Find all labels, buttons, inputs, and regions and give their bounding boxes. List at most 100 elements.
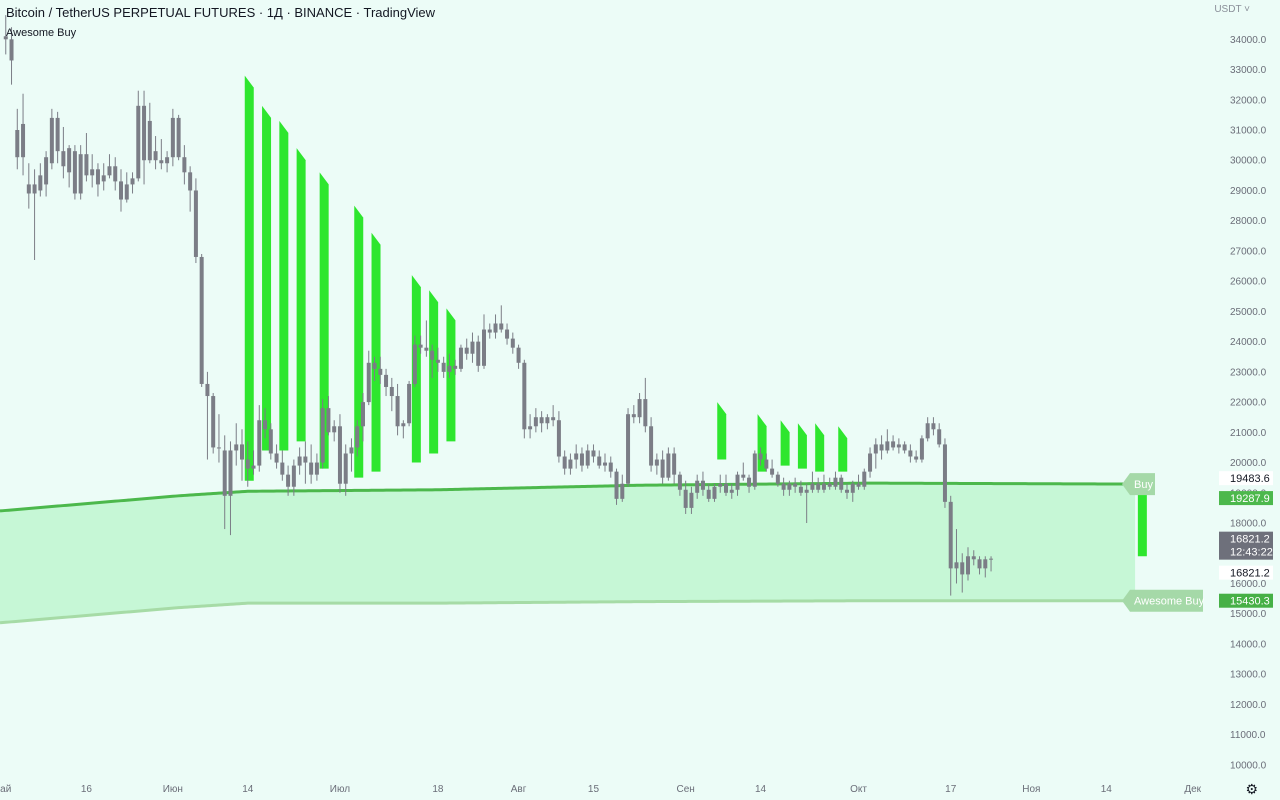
buy-level-label-bg (1219, 491, 1273, 506)
signal-bar (1137, 477, 1147, 557)
candle-body (464, 347, 469, 354)
x-tick-label: 18 (432, 784, 444, 795)
y-tick-label: 13000.0 (1230, 670, 1267, 681)
candle-body (971, 556, 976, 560)
candle-body (700, 480, 705, 490)
candle-body (914, 456, 919, 460)
candle-body (303, 456, 308, 463)
candle-body (361, 402, 365, 427)
candle-body (21, 123, 26, 158)
indicator-name[interactable]: Awesome Buy (6, 27, 77, 39)
candle-body (752, 453, 757, 487)
candle-body (216, 447, 221, 449)
candle-body (574, 453, 579, 460)
candle-body (147, 120, 152, 161)
y-tick-label: 18000.0 (1230, 519, 1267, 530)
candle-body (424, 347, 429, 351)
candle-body (78, 154, 83, 194)
candle-body (660, 459, 665, 478)
candle-body (666, 453, 671, 478)
candle-body (337, 426, 342, 484)
candle-body (856, 483, 861, 487)
x-tick-label: 17 (945, 784, 957, 795)
gear-icon[interactable]: ⚙ (1245, 781, 1258, 797)
candle-body (706, 489, 711, 499)
candle-body (26, 184, 31, 194)
candle-body (608, 462, 613, 472)
signal-bar (371, 232, 381, 472)
signal-bar (262, 105, 272, 451)
current-price-repeat: 16821.2 (1230, 568, 1270, 580)
candle-body (833, 477, 838, 487)
candle-body (683, 489, 688, 508)
currency-selector[interactable]: USDT ˅ (1214, 4, 1250, 15)
candle-body (355, 426, 360, 448)
candle-body (119, 181, 123, 200)
x-tick-label: Авг (511, 784, 527, 795)
candle-body (649, 426, 654, 466)
signal-bar (319, 172, 329, 469)
candle-body (447, 365, 452, 372)
candle-body (412, 344, 417, 384)
candle-body (326, 408, 331, 433)
x-tick-label: Июл (330, 784, 350, 795)
candle-body (113, 166, 118, 182)
candle-body (84, 154, 89, 176)
candle-body (816, 483, 821, 490)
candle-body (562, 456, 567, 469)
candle-body (741, 474, 746, 478)
candle-body (493, 323, 498, 333)
candle-body (222, 450, 227, 496)
candle-body (170, 117, 175, 158)
current-price-bg (1219, 531, 1273, 560)
candle-body (430, 350, 435, 360)
candle-body (67, 148, 72, 173)
candle-body (228, 450, 233, 496)
signal-bar (296, 148, 306, 442)
candle-body (919, 438, 924, 460)
y-tick-label: 15000.0 (1230, 609, 1267, 620)
y-tick-label: 30000.0 (1230, 156, 1267, 167)
candle-body (441, 362, 446, 372)
candle-body (176, 117, 181, 158)
candle-body (522, 362, 527, 430)
candle-body (401, 423, 406, 427)
y-tick-label: 16000.0 (1230, 579, 1267, 590)
x-tick-label: 14 (1101, 784, 1113, 795)
candle-body (95, 169, 100, 185)
candle-body (280, 462, 285, 475)
candle-body (343, 453, 348, 484)
awesome-buy-level-label: 15430.3 (1230, 596, 1270, 608)
candle-body (712, 486, 717, 499)
buy-tag: Buy (1134, 479, 1153, 491)
candle-body (528, 426, 533, 430)
awesome-buy-level-label-bg (1219, 593, 1273, 608)
buy-level-label: 19287.9 (1230, 493, 1270, 505)
x-tick-label: Ноя (1022, 784, 1040, 795)
y-tick-label: 23000.0 (1230, 367, 1267, 378)
candle-body (487, 329, 492, 333)
candle-body (9, 39, 14, 61)
candle-body (384, 374, 389, 387)
candle-body (718, 483, 723, 487)
candle-body (205, 383, 210, 397)
candle-body (787, 483, 792, 490)
y-tick-label: 10000.0 (1230, 760, 1267, 771)
candle-body (603, 462, 607, 466)
candle-body (810, 483, 815, 490)
candle-body (729, 489, 734, 493)
candle-body (654, 459, 659, 466)
candle-body (637, 399, 642, 418)
candle-body (626, 414, 631, 484)
candle-body (966, 556, 970, 575)
candle-body (165, 157, 170, 164)
candle-body (55, 117, 60, 152)
signal-bar (429, 290, 439, 454)
candle-body (251, 465, 256, 469)
y-tick-label: 12000.0 (1230, 700, 1267, 711)
candle-body (620, 483, 625, 499)
candle-body (896, 444, 901, 448)
candle-body (407, 383, 412, 424)
candle-body (38, 175, 43, 191)
